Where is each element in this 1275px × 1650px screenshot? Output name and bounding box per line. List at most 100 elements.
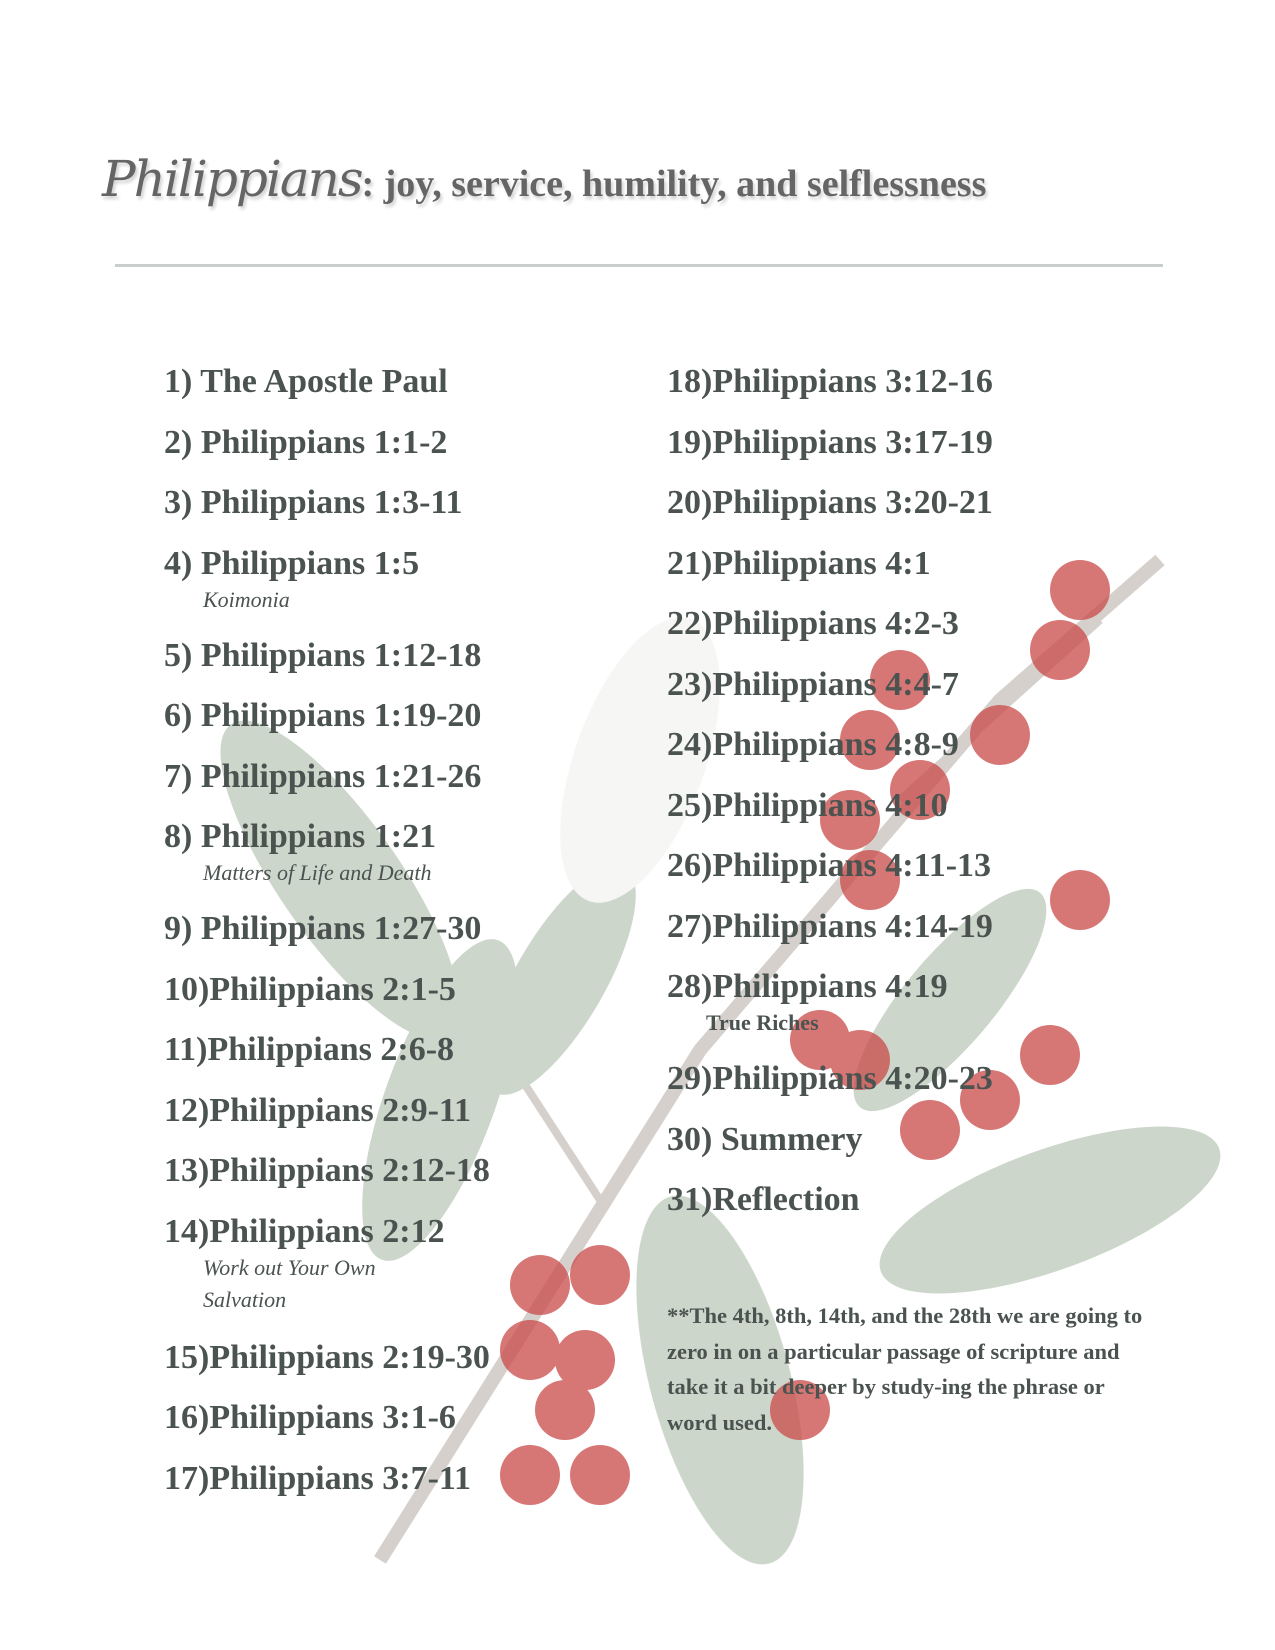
footnote: **The 4th, 8th, 14th, and the 28th we ar… [667,1303,1143,1435]
item-subtitle: Work out Your Own [203,1254,376,1280]
list-item: 8) Philippians 1:21 Matters of Life and D… [164,817,490,909]
berry [960,1070,1020,1130]
leaf [853,888,1047,1112]
berry [555,1330,615,1390]
item-label: 25)Philippians 4:10 [667,786,948,824]
berry [840,850,900,910]
list-item: 22)Philippians 4:2-3 [667,604,993,665]
item-label: 1) The Apostle Paul [164,363,448,400]
berry [900,1100,960,1160]
list-item: 31)Reflection [667,1180,993,1241]
item-subtitle: True Riches [706,1010,819,1035]
title-subtitle: : joy, service, humility, and selflessne… [361,163,987,205]
study-list-right: 18)Philippians 3:12-16 19)Philippians 3:1… [667,362,993,1241]
page-title: Philippians: joy, service, humility, and… [102,150,986,208]
list-item: 20)Philippians 3:20-21 [667,483,993,544]
berry [1050,870,1110,930]
berry [770,1380,830,1440]
list-item: 4) Philippians 1:5 Koimonia [164,544,490,636]
list-item: 7) Philippians 1:21-26 [164,757,490,818]
berry [1050,560,1110,620]
item-label: 4) Philippians 1:5 [164,544,420,582]
berry [840,710,900,770]
list-item: 9) Philippians 1:27-30 [164,909,490,970]
list-item: 11)Philippians 2:6-8 [164,1030,490,1091]
list-item: 28)Philippians 4:19 True Riches [667,967,993,1059]
item-label: 16)Philippians 3:1-6 [164,1399,456,1436]
berry [535,1380,595,1440]
title-script: Philippians [102,150,363,208]
list-item: 14)Philippians 2:12 Work out Your Own Salv… [164,1212,490,1338]
list-item: 2) Philippians 1:1-2 [164,423,490,484]
berry [510,1255,570,1315]
list-item: 29)Philippians 4:20-23 [667,1059,993,1120]
item-label: 8) Philippians 1:21 [164,818,437,855]
list-item: 6) Philippians 1:19-20 [164,696,490,757]
berry [570,1445,630,1505]
item-label: 28)Philippians 4:19 [667,968,948,1005]
list-item: 26)Philippians 4:11-13 [667,846,993,907]
item-label: 14)Philippians 2:12 [164,1212,445,1250]
item-label: 17)Philippians 3:7-11 [164,1459,472,1497]
leaf [636,1195,804,1565]
berry [790,1010,850,1070]
leaf [220,720,460,1040]
list-item: 10)Philippians 2:1-5 [164,970,490,1031]
berry [870,650,930,710]
item-label: 15)Philippians 2:19-30 [164,1338,490,1376]
leaf [879,1126,1221,1294]
item-label: 9) Philippians 1:27-30 [164,910,482,947]
item-label: 5) Philippians 1:12-18 [164,636,482,674]
leaf [362,939,518,1261]
item-label: 29)Philippians 4:20-23 [667,1060,993,1097]
list-item: 21)Philippians 4:1 [667,544,993,605]
berry [890,760,950,820]
list-item: 5) Philippians 1:12-18 [164,636,490,697]
berry [1030,620,1090,680]
berry [500,1445,560,1505]
berry [970,705,1030,765]
list-item: 12)Philippians 2:9-11 [164,1091,490,1152]
study-list-left: 1) The Apostle Paul 2) Philippians 1:1-2 3… [164,362,490,1519]
item-label: 12)Philippians 2:9-11 [164,1091,472,1129]
list-item: 3) Philippians 1:3-11 [164,483,490,544]
item-label: 23)Philippians 4:4-7 [667,665,959,703]
berry [500,1320,560,1380]
item-label: 3) Philippians 1:3-11 [164,484,463,521]
item-label: 30) Summery [667,1120,863,1158]
list-item: 17)Philippians 3:7-11 [164,1459,490,1520]
leaf [484,865,636,1095]
item-subtitle: Salvation [203,1286,287,1312]
item-label: 6) Philippians 1:19-20 [164,697,482,734]
item-label: 20)Philippians 3:20-21 [667,484,993,521]
list-item: 15)Philippians 2:19-30 [164,1338,490,1399]
item-label: 7) Philippians 1:21-26 [164,757,482,795]
berry [1020,1025,1080,1085]
list-item: 25)Philippians 4:10 [667,786,993,847]
item-label: 24)Philippians 4:8-9 [667,726,959,763]
list-item: 19)Philippians 3:17-19 [667,423,993,484]
item-label: 26)Philippians 4:11-13 [667,847,992,884]
berry [820,790,880,850]
item-label: 19)Philippians 3:17-19 [667,423,993,461]
berry [570,1245,630,1305]
item-label: 10)Philippians 2:1-5 [164,970,456,1008]
item-subtitle: Matters of Life and Death [203,860,432,885]
item-label: 22)Philippians 4:2-3 [667,605,959,642]
item-label: 18)Philippians 3:12-16 [667,363,993,400]
item-label: 13)Philippians 2:12-18 [164,1152,490,1189]
item-subtitle: Koimonia [203,586,290,612]
list-item: 1) The Apostle Paul [164,362,490,423]
divider [115,264,1163,267]
list-item: 16)Philippians 3:1-6 [164,1398,490,1459]
butterfly [560,617,720,903]
item-label: 27)Philippians 4:14-19 [667,907,993,945]
list-item: 27)Philippians 4:14-19 [667,907,993,968]
item-label: 21)Philippians 4:1 [667,544,931,582]
list-item: 18)Philippians 3:12-16 [667,362,993,423]
item-label: 11)Philippians 2:6-8 [164,1031,455,1068]
item-label: 31)Reflection [667,1181,860,1218]
item-label: 2) Philippians 1:1-2 [164,423,448,461]
list-item: 30) Summery [667,1120,993,1181]
